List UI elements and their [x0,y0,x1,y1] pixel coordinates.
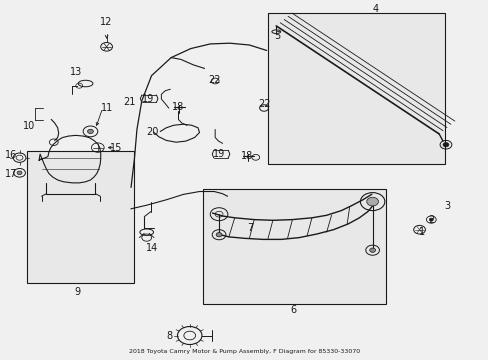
Text: 11: 11 [100,103,113,113]
Text: 16: 16 [4,150,17,160]
Text: 13: 13 [69,67,82,77]
Text: 19: 19 [212,149,225,159]
Text: 3: 3 [444,201,449,211]
Text: 6: 6 [290,305,296,315]
Text: 18: 18 [172,102,184,112]
Text: 15: 15 [110,143,122,153]
Text: 8: 8 [166,330,172,341]
Text: 5: 5 [274,31,280,41]
Text: 19: 19 [141,94,154,104]
Text: 2018 Toyota Camry Motor & Pump Assembly, F Diagram for 85330-33070: 2018 Toyota Camry Motor & Pump Assembly,… [129,348,359,354]
Circle shape [17,171,22,175]
Text: 14: 14 [146,243,159,253]
Circle shape [428,218,432,221]
Text: 22: 22 [207,75,220,85]
Text: 9: 9 [74,287,80,297]
Text: 18: 18 [240,150,253,161]
Text: 2: 2 [427,215,433,225]
Text: 20: 20 [146,127,159,138]
Text: 21: 21 [123,96,136,107]
Circle shape [216,233,222,237]
Circle shape [366,197,378,206]
Circle shape [442,143,448,147]
Text: 1: 1 [418,227,424,237]
Bar [203,189,386,304]
Bar [267,13,444,164]
Circle shape [369,248,375,252]
Text: 7: 7 [247,222,253,233]
Text: 12: 12 [100,17,113,27]
Circle shape [87,129,93,134]
Bar [27,151,134,283]
Text: 22: 22 [257,99,270,109]
Text: 17: 17 [4,168,17,179]
Text: 10: 10 [23,121,36,131]
Text: 4: 4 [372,4,378,14]
